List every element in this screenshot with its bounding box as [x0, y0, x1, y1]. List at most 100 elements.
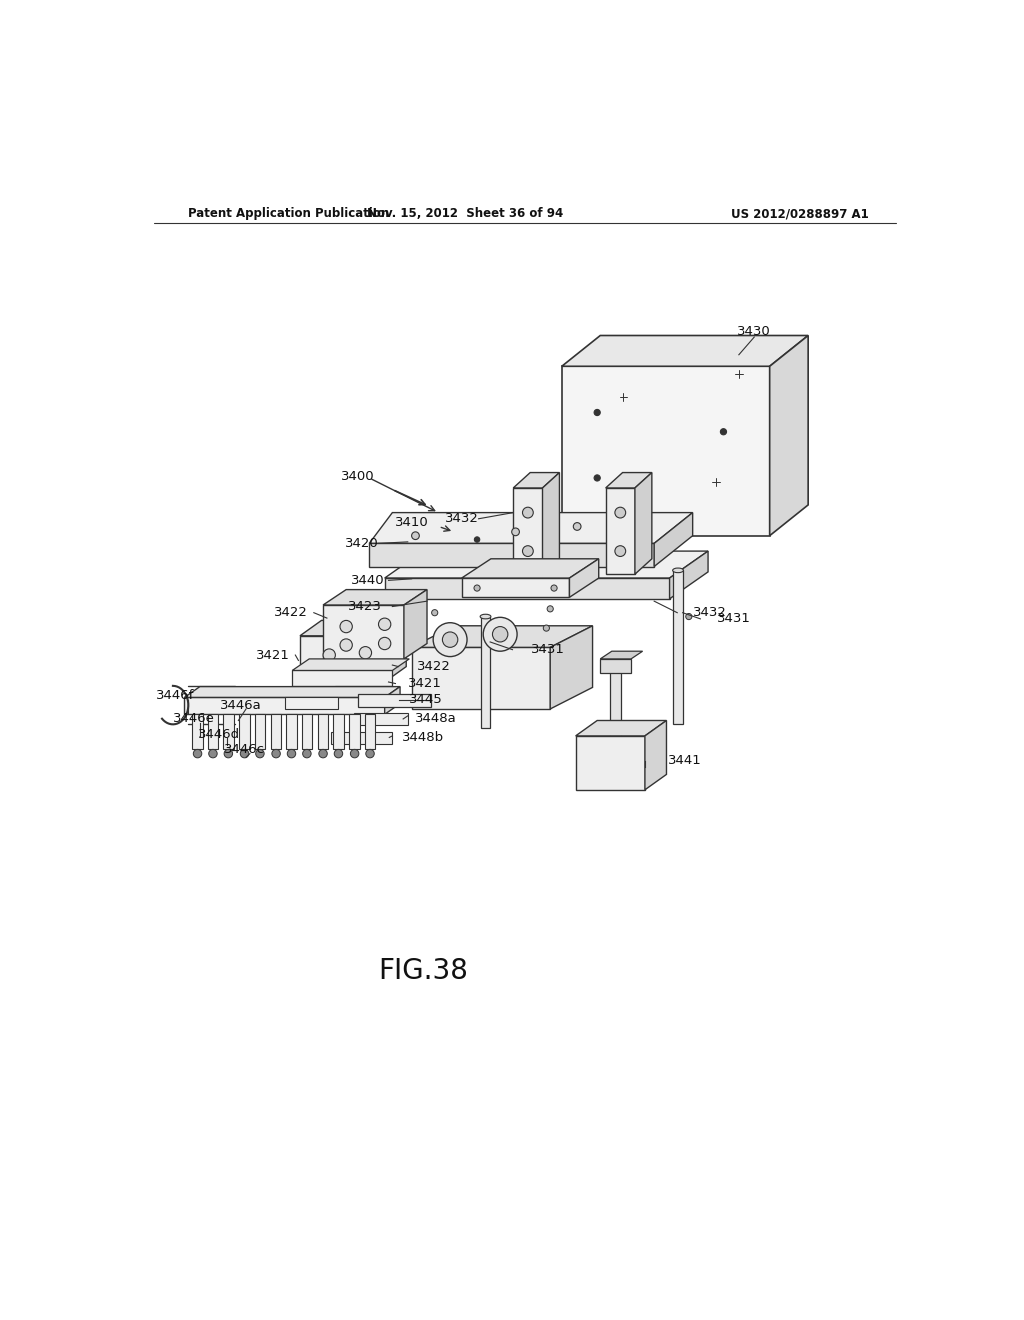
- Polygon shape: [333, 714, 344, 748]
- Circle shape: [379, 638, 391, 649]
- Polygon shape: [208, 714, 218, 748]
- Text: 3446f: 3446f: [156, 689, 195, 702]
- Circle shape: [614, 507, 626, 517]
- Circle shape: [209, 750, 217, 758]
- Circle shape: [442, 632, 458, 647]
- Text: 3421: 3421: [256, 648, 290, 661]
- Polygon shape: [403, 590, 427, 659]
- Polygon shape: [385, 620, 407, 682]
- Polygon shape: [354, 713, 408, 725]
- Polygon shape: [605, 488, 635, 574]
- Circle shape: [573, 523, 581, 531]
- Circle shape: [551, 585, 557, 591]
- Polygon shape: [575, 737, 645, 789]
- Circle shape: [288, 750, 296, 758]
- Circle shape: [241, 750, 249, 758]
- Polygon shape: [412, 626, 593, 647]
- Circle shape: [303, 750, 311, 758]
- Circle shape: [271, 750, 281, 758]
- Ellipse shape: [480, 614, 490, 619]
- Polygon shape: [550, 626, 593, 709]
- Circle shape: [594, 409, 600, 416]
- Circle shape: [720, 429, 727, 434]
- Text: Patent Application Publication: Patent Application Publication: [188, 207, 389, 220]
- Polygon shape: [365, 714, 376, 748]
- Text: 3441: 3441: [668, 754, 701, 767]
- Polygon shape: [292, 671, 392, 686]
- Circle shape: [547, 606, 553, 612]
- Circle shape: [614, 545, 626, 557]
- Polygon shape: [605, 473, 652, 488]
- Circle shape: [323, 649, 336, 661]
- Polygon shape: [635, 473, 652, 574]
- Circle shape: [433, 623, 467, 656]
- Polygon shape: [193, 714, 203, 748]
- Polygon shape: [670, 552, 708, 599]
- Circle shape: [323, 664, 336, 677]
- Polygon shape: [412, 647, 550, 709]
- Text: 3423: 3423: [348, 601, 382, 612]
- Polygon shape: [569, 558, 599, 597]
- Polygon shape: [385, 552, 708, 578]
- Text: 3431: 3431: [531, 643, 565, 656]
- Polygon shape: [462, 578, 569, 597]
- Circle shape: [594, 475, 600, 480]
- Ellipse shape: [673, 568, 683, 573]
- Circle shape: [481, 566, 488, 574]
- Polygon shape: [184, 697, 385, 714]
- Circle shape: [340, 639, 352, 651]
- Polygon shape: [292, 659, 410, 671]
- Text: 3420: 3420: [345, 537, 379, 550]
- Polygon shape: [462, 558, 599, 578]
- Text: US 2012/0288897 A1: US 2012/0288897 A1: [731, 207, 869, 220]
- Polygon shape: [513, 488, 543, 574]
- Circle shape: [194, 750, 202, 758]
- Circle shape: [522, 545, 534, 557]
- Circle shape: [544, 626, 550, 631]
- Circle shape: [334, 750, 343, 758]
- Polygon shape: [562, 335, 808, 367]
- Polygon shape: [240, 714, 250, 748]
- Polygon shape: [349, 714, 360, 748]
- Bar: [481, 616, 490, 729]
- Polygon shape: [385, 578, 670, 599]
- Polygon shape: [370, 544, 654, 566]
- Circle shape: [318, 750, 328, 758]
- Circle shape: [416, 615, 422, 622]
- Text: 3432: 3432: [692, 606, 727, 619]
- Text: 3445: 3445: [410, 693, 443, 706]
- Text: 3446a: 3446a: [220, 698, 261, 711]
- Circle shape: [350, 750, 358, 758]
- Polygon shape: [300, 636, 385, 682]
- Circle shape: [522, 507, 534, 517]
- Polygon shape: [335, 686, 392, 697]
- Polygon shape: [323, 605, 403, 659]
- Text: 3440: 3440: [351, 574, 385, 587]
- Text: FIG.38: FIG.38: [378, 957, 468, 985]
- Polygon shape: [270, 714, 282, 748]
- Text: 3400: 3400: [341, 470, 375, 483]
- Polygon shape: [357, 693, 431, 706]
- Polygon shape: [645, 721, 667, 789]
- Text: 3446d: 3446d: [198, 727, 241, 741]
- Circle shape: [412, 532, 419, 540]
- Polygon shape: [301, 714, 312, 748]
- Text: 3410: 3410: [394, 516, 428, 529]
- Polygon shape: [286, 714, 297, 748]
- Polygon shape: [323, 590, 427, 605]
- Polygon shape: [184, 686, 400, 697]
- Polygon shape: [223, 714, 233, 748]
- Text: 3430: 3430: [737, 325, 771, 338]
- Polygon shape: [654, 512, 692, 566]
- Circle shape: [565, 561, 573, 569]
- Text: 3421: 3421: [408, 677, 441, 690]
- Polygon shape: [331, 733, 392, 743]
- Circle shape: [432, 610, 438, 615]
- Text: 3431: 3431: [717, 612, 752, 626]
- Polygon shape: [562, 367, 770, 536]
- Bar: [610, 667, 621, 737]
- Text: 3446c: 3446c: [224, 743, 265, 756]
- Text: 3448b: 3448b: [401, 731, 443, 744]
- Circle shape: [493, 627, 508, 642]
- Polygon shape: [285, 697, 339, 709]
